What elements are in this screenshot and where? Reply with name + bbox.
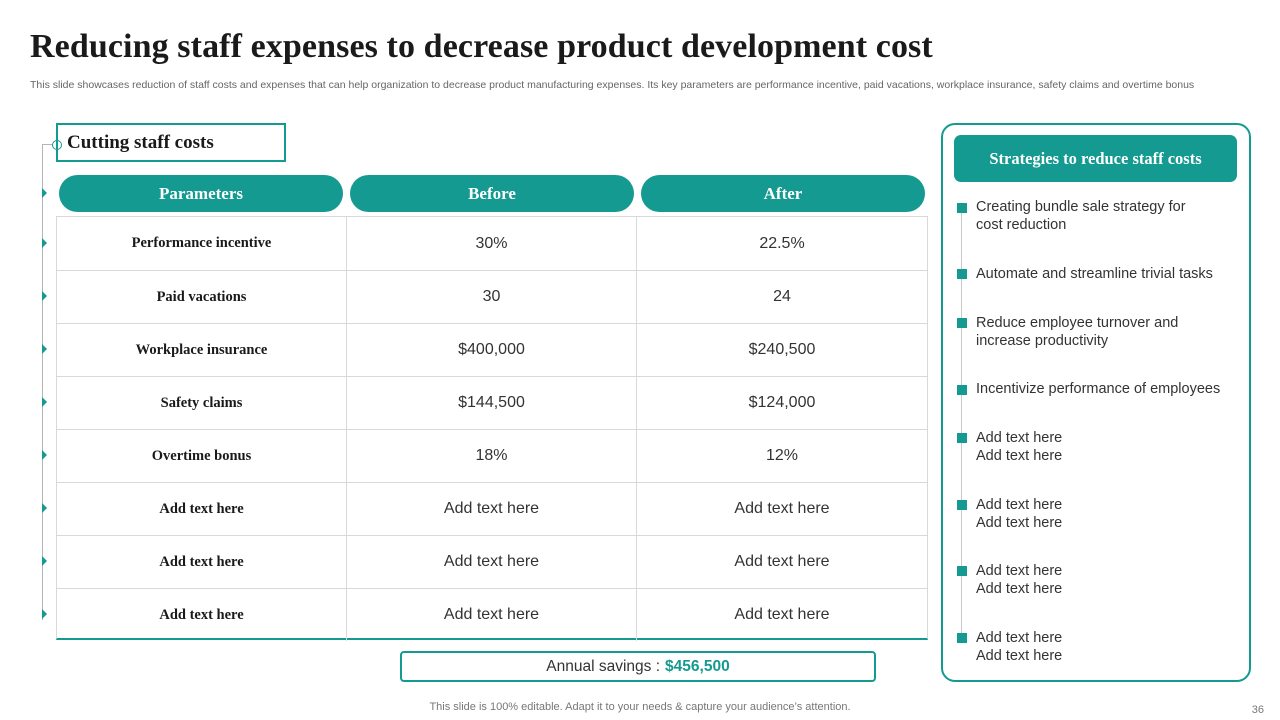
before-cell: Add text here <box>347 483 637 535</box>
strategies-panel <box>941 123 1251 682</box>
page-number: 36 <box>1251 704 1264 716</box>
strategy-item: Add text here Add text here <box>976 630 1063 664</box>
before-cell: 30% <box>347 217 637 270</box>
table-row: Workplace insurance $400,000 $240,500 <box>57 323 927 376</box>
arrow-marker-icon <box>42 344 47 354</box>
square-bullet-icon <box>957 566 967 576</box>
annual-savings-amount: $456,500 <box>665 657 730 675</box>
strategy-item: Reduce employee turnover and increase pr… <box>976 315 1179 349</box>
slide-footer: This slide is 100% editable. Adapt it to… <box>429 701 851 713</box>
table-row: Add text here Add text here Add text her… <box>57 535 927 588</box>
square-bullet-icon <box>957 385 967 395</box>
square-bullet-icon <box>957 433 967 443</box>
arrow-marker-icon <box>42 609 47 619</box>
table-row: Safety claims $144,500 $124,000 <box>57 376 927 429</box>
arrow-marker-icon <box>42 397 47 407</box>
strategy-item: Add text here Add text here <box>976 563 1063 597</box>
before-cell: 30 <box>347 271 637 323</box>
before-cell: Add text here <box>347 536 637 588</box>
arrow-marker-icon <box>42 238 47 248</box>
after-cell: 22.5% <box>759 234 805 252</box>
before-cell: $144,500 <box>347 377 637 429</box>
parameter-cell: Add text here <box>57 483 347 535</box>
strategies-title: Strategies to reduce staff costs <box>954 135 1237 182</box>
parameter-cell: Performance incentive <box>57 217 347 270</box>
arrow-marker-icon <box>42 450 47 460</box>
arrow-marker-icon <box>42 188 47 198</box>
arrow-marker-icon <box>42 503 47 513</box>
after-cell: 12% <box>765 447 799 464</box>
after-cell: $240,500 <box>748 341 816 358</box>
table-row: Overtime bonus 18% 12% <box>57 429 927 482</box>
after-cell: Add text here <box>734 500 830 517</box>
slide-title: Reducing staff expenses to decrease prod… <box>30 28 933 65</box>
cost-table: Performance incentive 30% 22.5% Paid vac… <box>56 216 928 641</box>
parameter-cell: Overtime bonus <box>57 430 347 482</box>
square-bullet-icon <box>957 318 967 328</box>
strategies-rail <box>961 205 962 640</box>
timeline-rail-connector <box>42 144 56 145</box>
table-row: Performance incentive 30% 22.5% <box>57 217 927 270</box>
parameter-cell: Workplace insurance <box>57 324 347 376</box>
strategy-item: Automate and streamline trivial tasks <box>976 266 1213 282</box>
slide-subtitle: This slide showcases reduction of staff … <box>30 79 1195 91</box>
section-title-box: Cutting staff costs <box>56 123 286 162</box>
arrow-marker-icon <box>42 556 47 566</box>
parameter-cell: Add text here <box>57 536 347 588</box>
before-cell: $400,000 <box>347 324 637 376</box>
annual-savings-label: Annual savings : <box>546 657 661 675</box>
header-parameters: Parameters <box>59 175 343 212</box>
square-bullet-icon <box>957 269 967 279</box>
parameter-cell: Paid vacations <box>57 271 347 323</box>
after-cell: Add text here <box>734 606 830 623</box>
section-title: Cutting staff costs <box>67 131 214 153</box>
before-cell: Add text here <box>347 589 637 641</box>
parameter-cell: Safety claims <box>57 377 347 429</box>
arrow-marker-icon <box>42 291 47 301</box>
square-bullet-icon <box>957 203 967 213</box>
after-cell: Add text here <box>734 553 830 570</box>
strategy-item: Incentivize performance of employees <box>976 381 1221 397</box>
table-row: Add text here Add text here Add text her… <box>57 482 927 535</box>
after-cell: $124,000 <box>748 394 816 411</box>
strategy-item: Add text here Add text here <box>976 497 1063 531</box>
header-before: Before <box>350 175 634 212</box>
after-cell: 24 <box>773 288 791 305</box>
table-row: Add text here Add text here Add text her… <box>57 588 927 641</box>
square-bullet-icon <box>957 633 967 643</box>
header-after: After <box>641 175 925 212</box>
annual-savings-box: Annual savings : $456,500 <box>400 651 876 682</box>
parameter-cell: Add text here <box>57 589 347 641</box>
table-row: Paid vacations 30 24 <box>57 270 927 323</box>
strategy-item: Creating bundle sale strategy for cost r… <box>976 199 1186 233</box>
timeline-rail <box>42 145 43 620</box>
square-bullet-icon <box>957 500 967 510</box>
before-cell: 18% <box>347 430 637 482</box>
strategy-item: Add text here Add text here <box>976 430 1063 464</box>
